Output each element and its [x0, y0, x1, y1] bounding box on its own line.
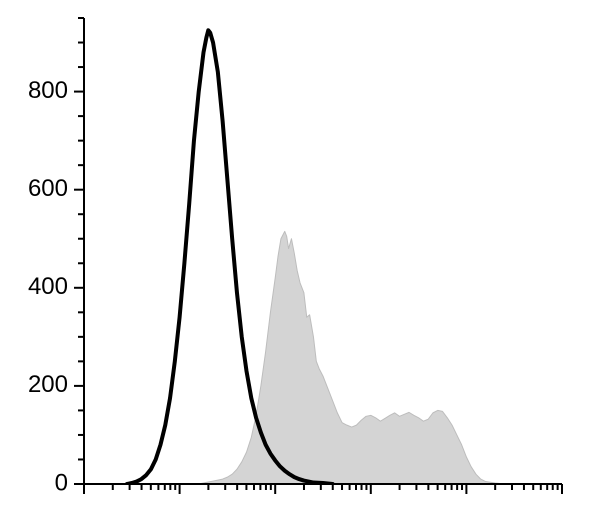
- flow-cytometry-histogram: 0 200 400 600 800: [0, 0, 590, 529]
- y-tick-label: 200: [28, 371, 68, 398]
- y-tick-label: 800: [28, 77, 68, 104]
- y-tick-label: 400: [28, 273, 68, 300]
- y-tick-label: 600: [28, 175, 68, 202]
- y-tick-label: 0: [55, 469, 68, 496]
